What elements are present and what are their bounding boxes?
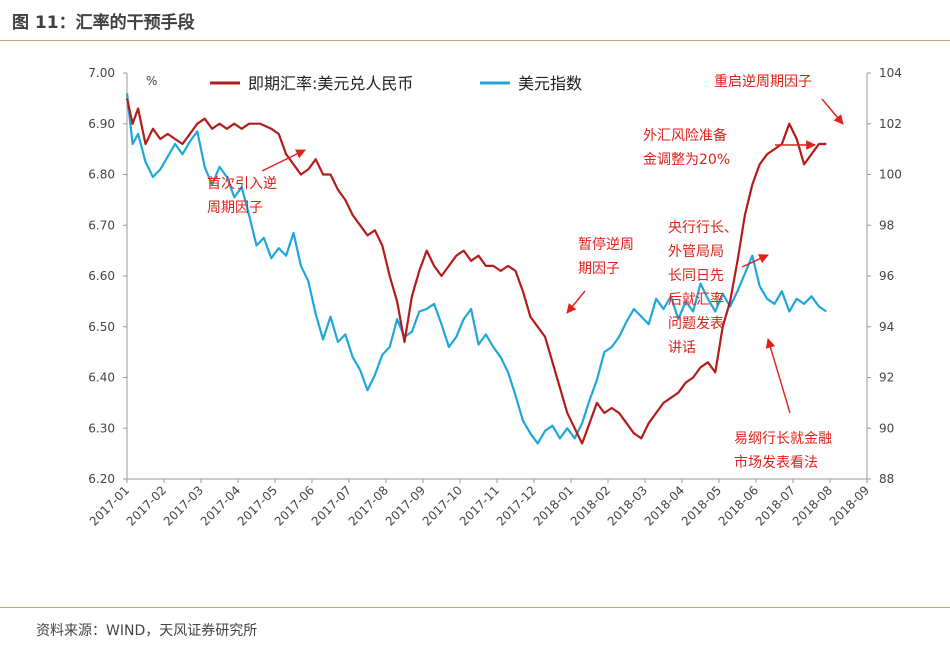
y-left-tick-label: 6.80 xyxy=(88,168,115,182)
annotation-text: 央行行长、 xyxy=(668,220,738,236)
x-tick-label: 2018-04 xyxy=(642,483,687,528)
x-tick-label: 2017-10 xyxy=(420,483,465,528)
x-tick-label: 2017-08 xyxy=(346,483,391,528)
y-right-tick-label: 90 xyxy=(879,421,894,435)
series-line-usdcny xyxy=(125,98,827,445)
x-tick-label: 2017-11 xyxy=(457,483,502,528)
legend: 即期汇率:美元兑人民币 美元指数 xyxy=(210,74,582,93)
annotation-text: 讲话 xyxy=(668,340,696,356)
y-left-tick-label: 7.00 xyxy=(88,66,115,80)
annotation-text: 暂停逆周 xyxy=(578,236,634,253)
annotation-arrow xyxy=(821,98,844,125)
x-tick-label: 2018-08 xyxy=(790,483,835,528)
x-tick-label: 2018-07 xyxy=(753,483,798,528)
y-left-tick-label: 6.90 xyxy=(88,117,115,131)
x-tick-label: 2017-06 xyxy=(272,483,317,528)
annotation-text: 长同日先 xyxy=(668,268,724,284)
y-left-tick-label: 6.70 xyxy=(88,218,115,232)
y-left-tick-label: 6.30 xyxy=(88,421,115,435)
annotation-text: 期因子 xyxy=(578,261,620,277)
x-tick-label: 2017-01 xyxy=(87,483,132,528)
annotation-text: 金调整为20% xyxy=(643,152,730,168)
annotation-text: 后就汇率 xyxy=(668,291,724,308)
annotation-text: 周期因子 xyxy=(207,200,263,216)
y-right-tick-label: 94 xyxy=(879,320,894,334)
figure-title: 图 11：汇率的干预手段 xyxy=(12,13,195,33)
legend-label: 美元指数 xyxy=(518,74,582,93)
annotation-arrow xyxy=(566,290,586,314)
source-note: 资料来源：WIND，天风证券研究所 xyxy=(36,623,258,639)
x-tick-label: 2017-09 xyxy=(383,483,428,528)
annotation-text: 问题发表 xyxy=(668,316,724,332)
annotation-text: 重启逆周期因子 xyxy=(714,74,812,90)
x-tick-label: 2017-04 xyxy=(198,483,243,528)
annotation-text: 市场发表看法 xyxy=(734,454,818,471)
x-tick-label: 2017-03 xyxy=(161,483,206,528)
x-tick-label: 2018-03 xyxy=(605,483,650,528)
x-tick-label: 2018-05 xyxy=(679,483,724,528)
series-lines xyxy=(125,93,827,445)
x-tick-label: 2017-07 xyxy=(309,483,354,528)
unit-label: % xyxy=(146,74,157,88)
x-tick-label: 2018-09 xyxy=(827,483,872,528)
footer-divider xyxy=(0,607,950,608)
annotation-text: 易纲行长就金融 xyxy=(734,431,832,447)
y-right-tick-label: 88 xyxy=(879,472,894,486)
x-tick-label: 2017-02 xyxy=(124,483,169,528)
y-right-tick-label: 92 xyxy=(879,371,894,385)
x-tick-label: 2018-01 xyxy=(531,483,576,528)
series-line-dollar-index xyxy=(125,93,827,445)
y-right-tick-label: 96 xyxy=(879,269,894,283)
title-divider xyxy=(0,40,950,41)
y-left-tick-label: 6.40 xyxy=(88,371,115,385)
annotation-arrow xyxy=(741,254,769,268)
x-tick-label: 2018-06 xyxy=(716,483,761,528)
y-right-tick-label: 100 xyxy=(879,168,902,182)
annotation-arrow xyxy=(765,338,791,414)
y-right-tick-label: 98 xyxy=(879,218,894,232)
annotation-text: 首次引入逆 xyxy=(207,176,277,192)
y-left-tick-label: 6.50 xyxy=(88,320,115,334)
y-left-tick-label: 6.20 xyxy=(88,472,115,486)
y-left-tick-label: 6.60 xyxy=(88,269,115,283)
x-tick-label: 2017-12 xyxy=(494,483,539,528)
annotation-arrow xyxy=(261,149,306,172)
y-right-tick-label: 102 xyxy=(879,117,902,131)
annotation-text: 外汇风险准备 xyxy=(643,127,727,144)
x-tick-label: 2018-02 xyxy=(568,483,613,528)
exchange-rate-chart: 7.00 6.90 6.80 6.70 6.60 6.50 6.40 6.30 6.20 104 1… xyxy=(87,66,902,529)
y-right-tick-label: 104 xyxy=(879,66,902,80)
annotation-text: 外管局局 xyxy=(668,244,724,260)
legend-label: 即期汇率:美元兑人民币 xyxy=(248,74,413,93)
x-tick-label: 2017-05 xyxy=(235,483,280,528)
